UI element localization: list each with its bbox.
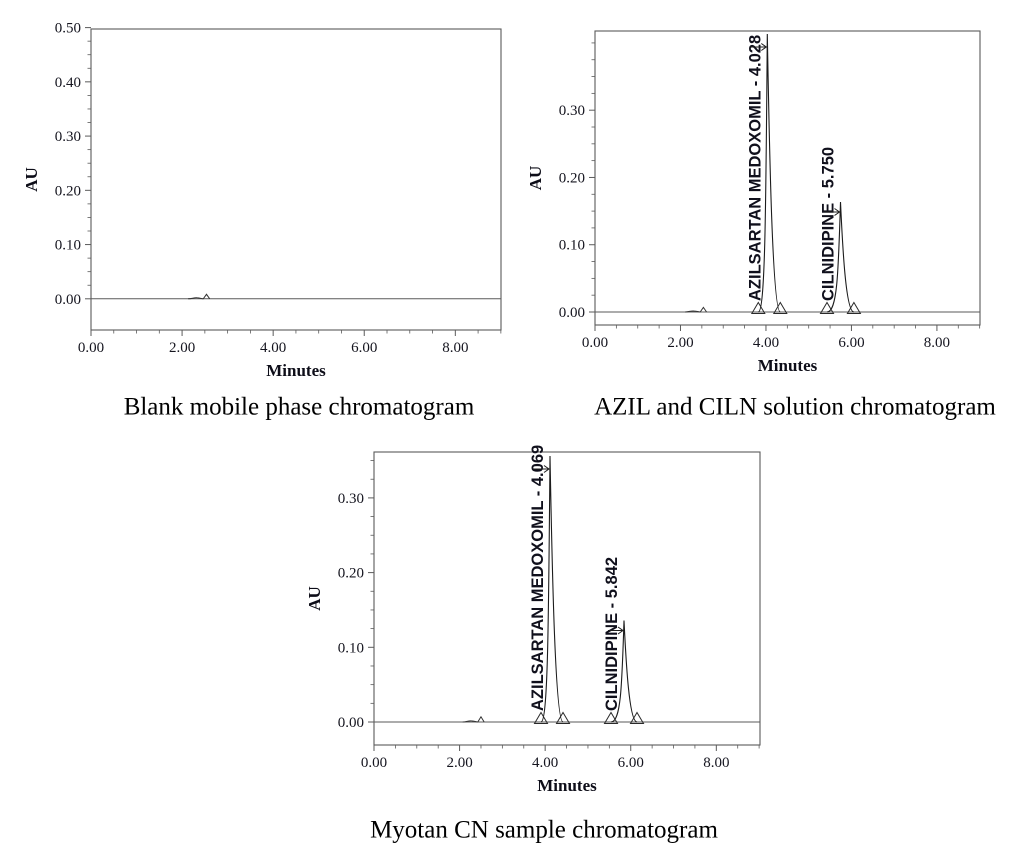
svg-text:0.20: 0.20 bbox=[338, 566, 364, 582]
svg-text:2.00: 2.00 bbox=[169, 340, 195, 356]
svg-text:AU: AU bbox=[305, 586, 324, 611]
svg-text:0.20: 0.20 bbox=[55, 183, 81, 199]
svg-text:0.00: 0.00 bbox=[559, 305, 585, 321]
svg-text:4.00: 4.00 bbox=[753, 335, 779, 351]
svg-text:0.30: 0.30 bbox=[559, 103, 585, 119]
svg-text:CILNIDIPINE - 5.750: CILNIDIPINE - 5.750 bbox=[820, 147, 838, 301]
svg-text:6.00: 6.00 bbox=[838, 335, 864, 351]
svg-text:AZILSARTAN MEDOXOMIL - 4.028: AZILSARTAN MEDOXOMIL - 4.028 bbox=[746, 35, 764, 301]
svg-text:0.30: 0.30 bbox=[55, 129, 81, 145]
svg-text:8.00: 8.00 bbox=[924, 335, 950, 351]
svg-text:0.10: 0.10 bbox=[559, 238, 585, 254]
svg-text:Minutes: Minutes bbox=[758, 356, 818, 375]
svg-text:0.40: 0.40 bbox=[55, 75, 81, 91]
svg-text:0.00: 0.00 bbox=[582, 335, 608, 351]
svg-text:8.00: 8.00 bbox=[442, 340, 468, 356]
svg-text:4.00: 4.00 bbox=[532, 755, 558, 771]
svg-text:0.00: 0.00 bbox=[338, 715, 364, 731]
svg-text:Minutes: Minutes bbox=[537, 776, 597, 795]
svg-text:4.00: 4.00 bbox=[260, 340, 286, 356]
svg-text:6.00: 6.00 bbox=[351, 340, 377, 356]
svg-text:2.00: 2.00 bbox=[446, 755, 472, 771]
svg-text:0.30: 0.30 bbox=[338, 491, 364, 507]
svg-text:0.10: 0.10 bbox=[338, 640, 364, 656]
svg-text:AZIL and CILN solution chromat: AZIL and CILN solution chromatogram bbox=[594, 394, 996, 421]
svg-text:0.50: 0.50 bbox=[55, 21, 81, 37]
svg-text:0.00: 0.00 bbox=[78, 340, 104, 356]
svg-text:0.10: 0.10 bbox=[55, 238, 81, 254]
svg-text:Myotan CN sample chromatogram: Myotan CN sample chromatogram bbox=[370, 817, 718, 844]
svg-text:AU: AU bbox=[22, 167, 41, 192]
svg-text:AZILSARTAN MEDOXOMIL - 4.069: AZILSARTAN MEDOXOMIL - 4.069 bbox=[529, 445, 547, 711]
svg-text:0.20: 0.20 bbox=[559, 170, 585, 186]
svg-text:Minutes: Minutes bbox=[266, 361, 326, 380]
svg-text:6.00: 6.00 bbox=[618, 755, 644, 771]
svg-text:2.00: 2.00 bbox=[667, 335, 693, 351]
svg-text:0.00: 0.00 bbox=[361, 755, 387, 771]
svg-text:AU: AU bbox=[526, 166, 545, 191]
svg-text:Blank mobile phase chromatogra: Blank mobile phase chromatogram bbox=[124, 394, 475, 421]
svg-text:0.00: 0.00 bbox=[55, 292, 81, 308]
svg-text:8.00: 8.00 bbox=[703, 755, 729, 771]
